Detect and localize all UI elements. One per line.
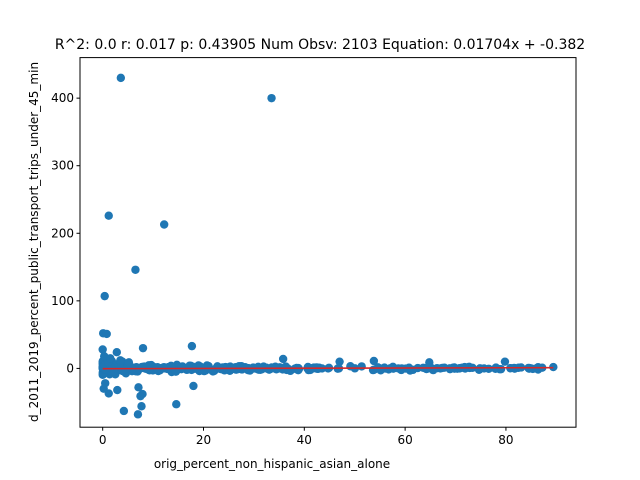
data-point [137, 402, 146, 411]
axis-ticks: 0 20 40 60 80 0 100 200 300 400 [51, 91, 513, 447]
regression-line [102, 366, 554, 370]
y-tick-label: 300 [51, 159, 74, 173]
x-tick-label: 0 [99, 433, 107, 447]
data-point [422, 364, 431, 374]
data-point [189, 381, 198, 391]
data-point [131, 265, 140, 274]
data-point [369, 356, 379, 366]
data-point [100, 291, 109, 301]
data-point [425, 358, 434, 367]
x-axis-label: orig_percent_non_hispanic_asian_alone [154, 457, 390, 471]
y-tick-label: 200 [51, 226, 74, 240]
data-point [113, 385, 122, 395]
data-point [172, 400, 181, 409]
data-point [171, 367, 181, 376]
data-point [278, 354, 288, 364]
data-point [267, 93, 276, 103]
data-point [116, 356, 125, 365]
y-tick-label: 400 [51, 91, 74, 105]
data-point [500, 357, 510, 366]
data-point [196, 362, 205, 371]
x-tick-label: 40 [297, 433, 312, 447]
data-point [98, 345, 107, 354]
y-axis-label: d_2011_2019_percent_public_transport_tri… [27, 62, 41, 422]
data-point [524, 364, 534, 373]
x-tick-label: 60 [397, 433, 412, 447]
y-tick-label: 0 [66, 361, 74, 375]
data-point [102, 329, 111, 339]
data-point [484, 364, 493, 373]
plot-frame [79, 57, 577, 428]
data-point [278, 365, 287, 374]
data-point [357, 362, 366, 371]
x-tick-label: 80 [498, 433, 513, 447]
data-point [133, 410, 143, 419]
x-tick-label: 20 [196, 433, 211, 447]
y-tick-label: 100 [51, 294, 74, 308]
data-point [116, 73, 126, 83]
chart-title: R^2: 0.0 r: 0.017 p: 0.43905 Num Obsv: 2… [55, 37, 585, 53]
data-point [138, 362, 147, 372]
data-point [138, 343, 148, 353]
data-point [106, 354, 115, 363]
data-point [294, 366, 303, 375]
data-point [119, 406, 129, 416]
data-point [177, 363, 186, 372]
data-point [335, 357, 344, 366]
data-point [159, 220, 169, 229]
data-point [187, 341, 197, 351]
data-point [101, 379, 110, 388]
data-point [346, 362, 355, 371]
data-point [112, 347, 121, 357]
data-point [134, 383, 143, 392]
data-point [124, 358, 134, 367]
data-point [104, 211, 113, 220]
data-point [136, 391, 145, 401]
data-point [549, 362, 558, 372]
